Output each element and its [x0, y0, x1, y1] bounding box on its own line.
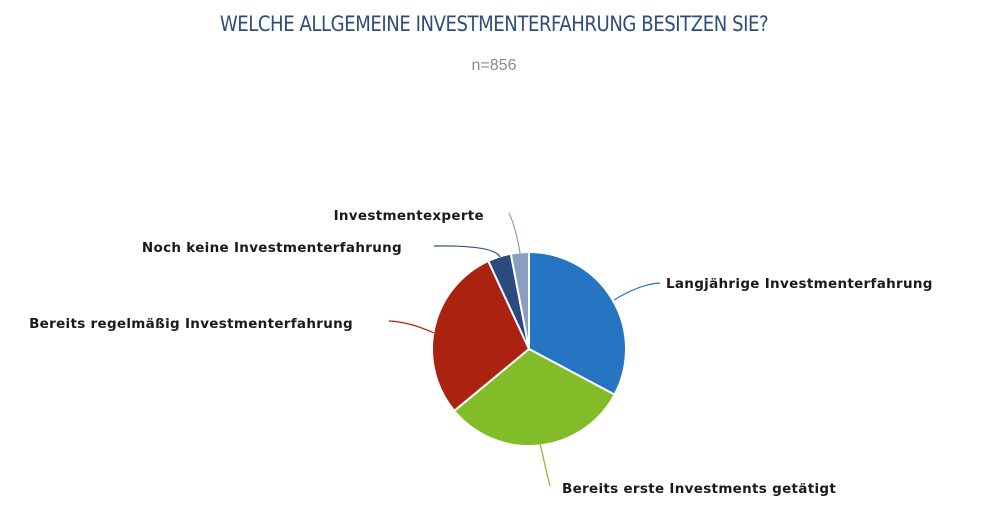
pie-slice — [528, 251, 627, 396]
slice-label: Bereits erste Investments getätigt — [562, 481, 836, 497]
slice-label: Langjährige Investmenterfahrung — [666, 276, 933, 292]
chart-title: WELCHE ALLGEMEINE INVESTMENTERFAHRUNG BE… — [219, 12, 769, 36]
slice-connector — [388, 320, 435, 334]
slice-label: Investmentexperte — [334, 208, 484, 224]
slice-connector — [508, 212, 521, 254]
pie-slice — [453, 348, 616, 447]
slice-connector — [613, 282, 661, 301]
slice-label: Noch keine Investmenterfahrung — [142, 240, 402, 256]
slice-connector — [539, 442, 551, 487]
slice-label: Bereits regelmäßig Investmenterfahrung — [29, 316, 353, 332]
slice-connector — [433, 245, 501, 258]
chart-subtitle: n=856 — [471, 57, 517, 74]
